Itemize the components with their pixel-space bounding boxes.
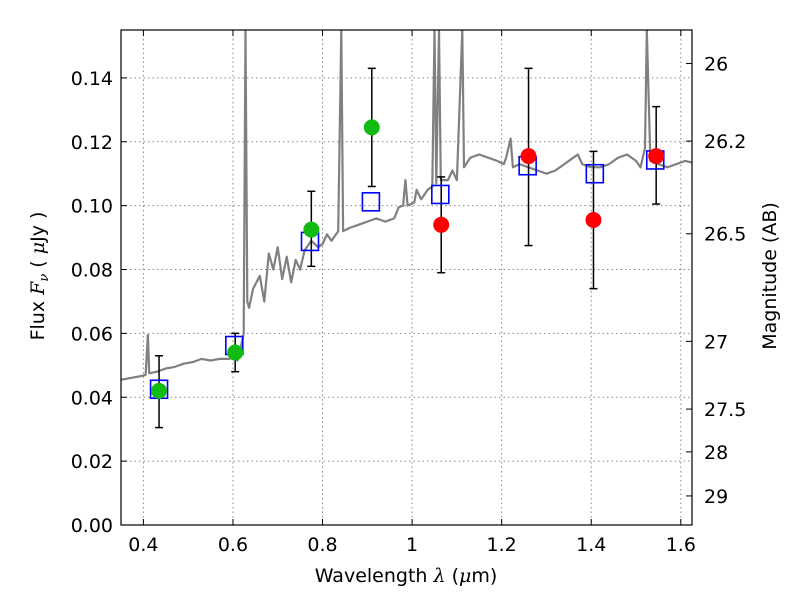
red-data-point	[433, 216, 450, 233]
x-axis-label: Wavelength λ (μm)	[315, 565, 498, 587]
green-data-point	[151, 382, 168, 399]
y-tick-label: 0.10	[71, 196, 113, 218]
model-square-marker	[431, 184, 450, 205]
y2-tick-label: 26.5	[704, 224, 746, 246]
y-tick-labels: 0.00 0.02 0.04 0.06 0.08 0.10 0.12 0.14	[71, 68, 113, 537]
observed-photometry-series	[151, 119, 665, 399]
y-tick-label: 0.00	[71, 515, 113, 537]
plot-frame	[120, 29, 693, 526]
y-tick-label: 0.06	[71, 323, 113, 345]
y-tick-label: 0.04	[71, 387, 113, 409]
spectrum-series	[121, 30, 692, 381]
y-axis-label: Flux Fν ( μJy )	[27, 212, 52, 341]
x-tick-label: 1.4	[576, 534, 606, 556]
y-tick-label: 0.12	[71, 132, 113, 154]
y2-tick-label: 28	[704, 442, 728, 464]
spectrum-line	[121, 30, 692, 381]
red-data-point	[520, 148, 537, 165]
y2-tick-label: 26	[704, 54, 728, 76]
green-data-point	[303, 221, 320, 238]
model-square-marker	[361, 192, 381, 212]
x-tick-label: 1	[406, 534, 418, 556]
x-tick-labels: 0.4 0.6 0.8 1 1.2 1.4 1.6	[128, 534, 696, 556]
x-tick-label: 0.8	[307, 534, 337, 556]
green-data-point	[227, 344, 244, 361]
x-tick-label: 1.6	[666, 534, 696, 556]
red-data-point	[585, 212, 602, 229]
y-tick-label: 0.14	[71, 68, 113, 90]
green-data-point	[363, 119, 380, 136]
y2-axis-label: Magnitude (AB)	[759, 202, 781, 350]
grid-lines	[121, 30, 692, 526]
error-bars	[155, 67, 661, 429]
y2-tick-label: 27	[704, 331, 728, 353]
axis-ticks	[121, 30, 692, 526]
y2-tick-label: 29	[704, 486, 728, 508]
y2-tick-label: 26.2	[704, 131, 746, 153]
y2-tick-labels: 26 26.2 26.5 27 27.5 28 29	[704, 54, 746, 508]
y-tick-label: 0.02	[71, 451, 113, 473]
red-data-point	[648, 148, 665, 165]
x-tick-label: 0.6	[218, 534, 248, 556]
x-tick-label: 0.4	[128, 534, 158, 556]
y-tick-label: 0.08	[71, 260, 113, 282]
model-square-marker	[585, 163, 605, 184]
y2-tick-label: 27.5	[704, 399, 746, 421]
x-tick-label: 1.2	[487, 534, 517, 556]
